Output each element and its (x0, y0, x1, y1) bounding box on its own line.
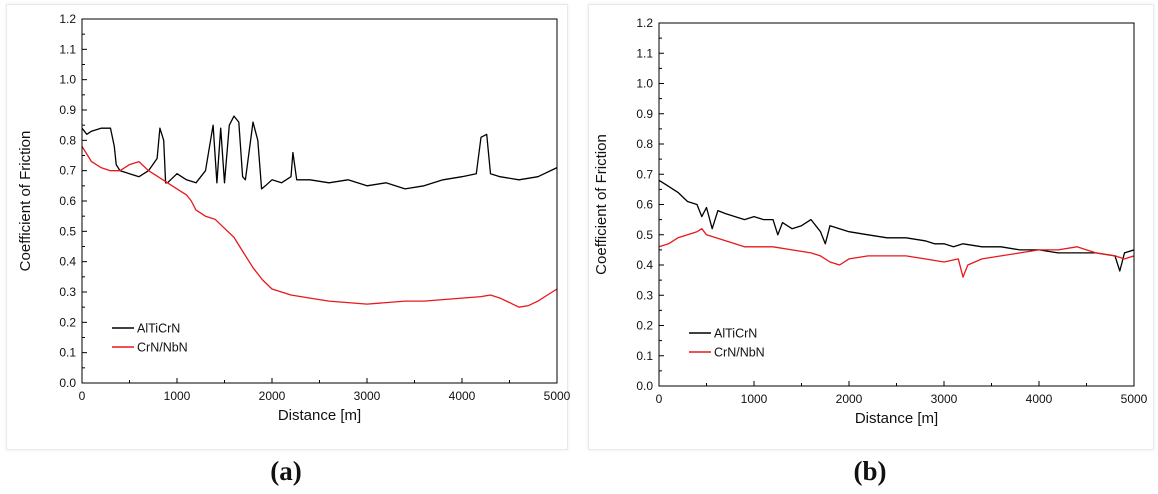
legend-entry: CrN/NbN (689, 346, 765, 360)
x-axis-label: Distance [m] (278, 407, 361, 424)
y-tick-label: 0.1 (59, 346, 76, 360)
legend-label: CrN/NbN (714, 346, 765, 360)
y-tick-label: 0.1 (636, 349, 653, 363)
x-tick-label: 1000 (741, 392, 768, 406)
series-line-crn-nbn (82, 146, 557, 308)
y-tick-label: 1.1 (636, 46, 653, 60)
legend-entry: AlTiCrN (689, 327, 757, 341)
legend-entry: AlTiCrN (112, 322, 180, 336)
x-tick-label: 0 (79, 389, 86, 403)
chart-panel-b: 0.0 0.1 0.2 0.3 0.4 0.5 0.6 0.7 0.8 0.9 1.0 1.1 1.2 0… (582, 0, 1158, 494)
chart-frame (588, 4, 1154, 450)
legend-label: AlTiCrN (137, 322, 180, 336)
caption-a: (a) (270, 456, 302, 486)
y-tick-label: 0.5 (636, 228, 653, 242)
x-tick-label: 4000 (449, 389, 476, 403)
x-tick-label: 0 (656, 392, 663, 406)
y-tick-label: 1.1 (59, 42, 76, 56)
x-tick-label: 4000 (1026, 392, 1053, 406)
x-tick-label: 5000 (1121, 392, 1148, 406)
y-tick-label: 0.3 (636, 288, 653, 302)
y-axis-label: Coefficient of Friction (593, 134, 610, 275)
y-tick-label: 0.6 (636, 198, 653, 212)
x-tick-label: 1000 (164, 389, 191, 403)
x-tick-label: 3000 (931, 392, 958, 406)
series-line-alticrn (659, 179, 1134, 272)
legend-entry: CrN/NbN (112, 341, 188, 355)
y-tick-label: 0.4 (636, 258, 653, 272)
y-tick-label: 0.7 (59, 164, 76, 178)
y-tick-label: 0.8 (59, 133, 76, 147)
y-tick-label: 1.0 (636, 77, 653, 91)
y-tick-label: 1.2 (636, 16, 653, 30)
y-tick-label: 0.8 (636, 137, 653, 151)
x-axis-label: Distance [m] (855, 410, 938, 427)
x-tick-label: 5000 (544, 389, 571, 403)
y-tick-label: 0.9 (59, 103, 76, 117)
y-tick-label: 1.2 (59, 12, 76, 26)
legend-label: CrN/NbN (137, 341, 188, 355)
x-tick-label: 2000 (836, 392, 863, 406)
y-tick-label: 0.7 (636, 167, 653, 181)
y-tick-label: 0.6 (59, 194, 76, 208)
y-tick-label: 0.4 (59, 255, 76, 269)
chart-frame (6, 4, 568, 450)
series-line-crn-nbn (659, 228, 1134, 278)
x-tick-label: 2000 (259, 389, 286, 403)
caption-b: (b) (853, 456, 887, 486)
y-tick-label: 0.2 (636, 319, 653, 333)
chart-panel-a: 0.0 0.1 0.2 0.3 0.4 0.5 0.6 0.7 0.8 0.9 1.0 1.1 1.2 0… (0, 0, 572, 494)
x-tick-label: 3000 (354, 389, 381, 403)
legend-label: AlTiCrN (714, 327, 757, 341)
y-tick-label: 1.0 (59, 73, 76, 87)
y-tick-label: 0.5 (59, 224, 76, 238)
y-tick-label: 0.2 (59, 315, 76, 329)
friction-chart-a: 0.0 0.1 0.2 0.3 0.4 0.5 0.6 0.7 0.8 0.9 1.0 1.1 1.2 0… (17, 12, 571, 424)
y-tick-label: 0.0 (636, 379, 653, 393)
series-line-alticrn (82, 115, 557, 190)
y-axis-label: Coefficient of Friction (17, 131, 34, 272)
y-tick-label: 0.3 (59, 285, 76, 299)
y-tick-label: 0.9 (636, 107, 653, 121)
friction-chart-b: 0.0 0.1 0.2 0.3 0.4 0.5 0.6 0.7 0.8 0.9 1.0 1.1 1.2 0… (593, 16, 1148, 427)
y-tick-label: 0.0 (59, 376, 76, 390)
